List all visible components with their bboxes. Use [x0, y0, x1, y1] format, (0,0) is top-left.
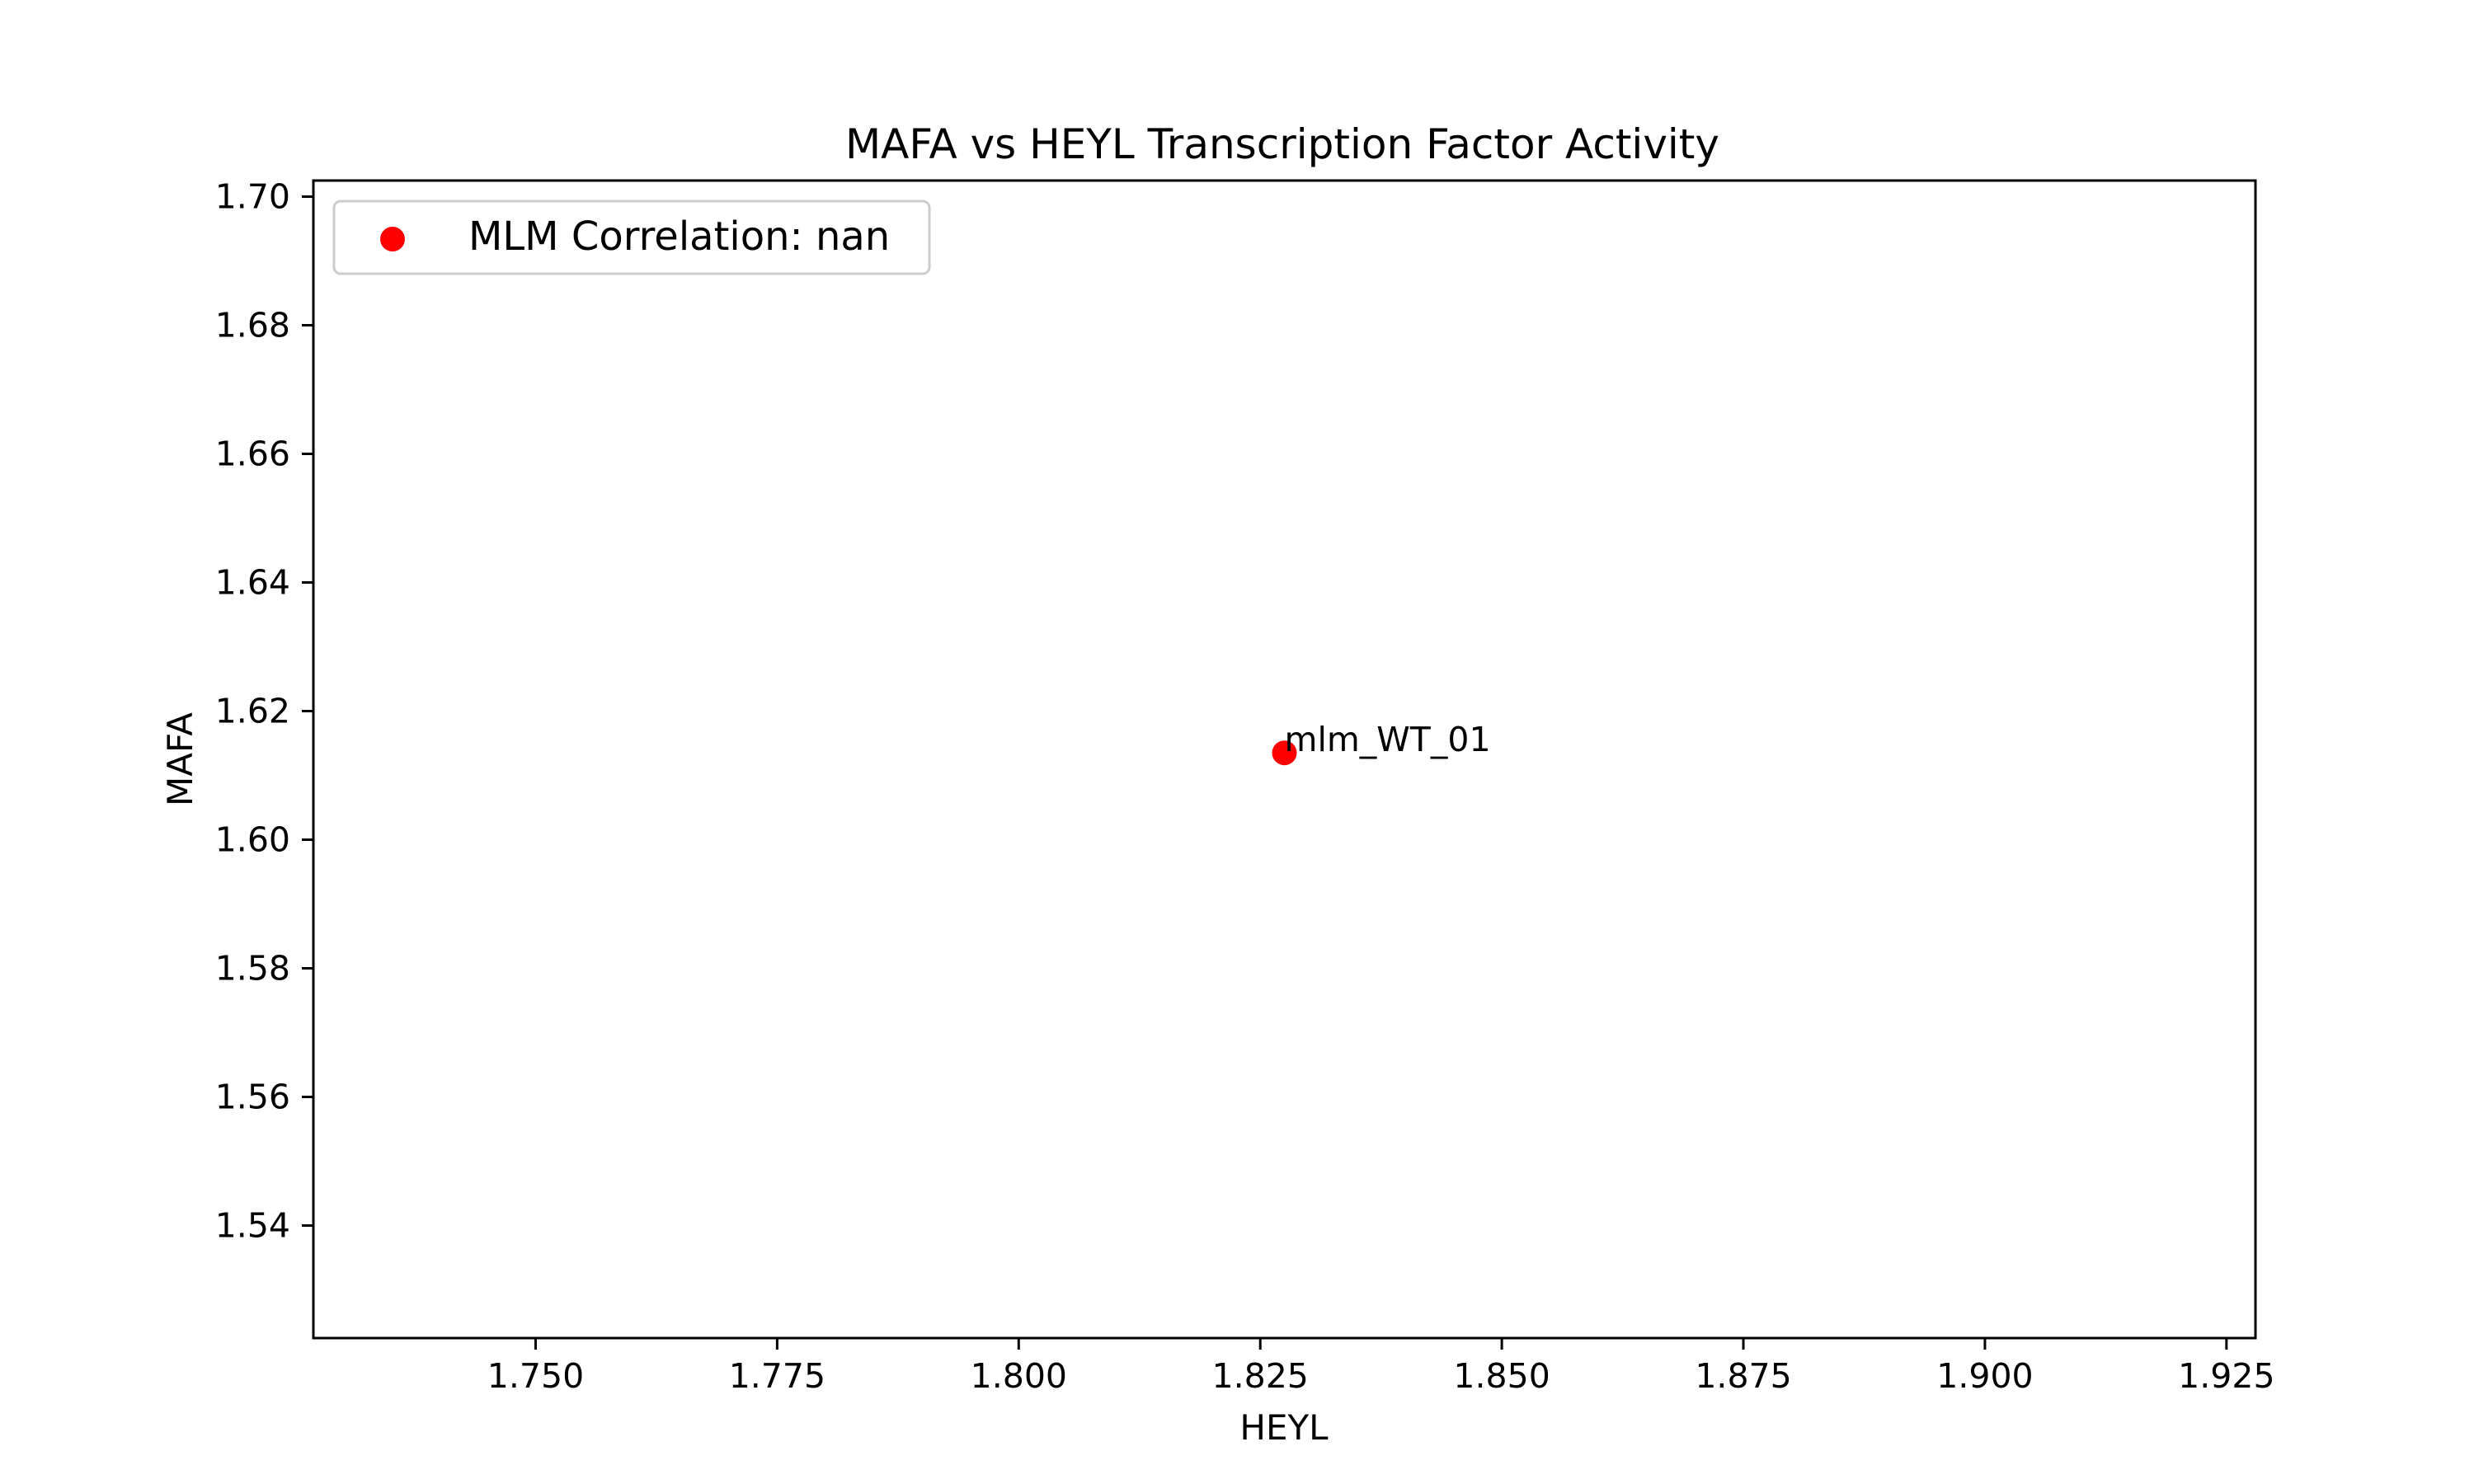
y-axis-ticks: 1.54 1.56 1.58 1.60 1.62 1.64 1.66 1.68 1.70 — [215, 177, 313, 1246]
y-axis-label: MAFA — [160, 712, 200, 806]
data-points: mlm_WT_01 — [1272, 720, 1491, 766]
plot-area-frame — [312, 179, 2257, 1340]
x-tick-label: 1.925 — [2178, 1356, 2274, 1396]
x-tick-label: 1.800 — [971, 1356, 1067, 1396]
y-tick-label: 1.54 — [215, 1206, 290, 1246]
data-point-label: mlm_WT_01 — [1285, 720, 1491, 759]
y-tick-label: 1.58 — [215, 949, 290, 989]
y-tick-label: 1.56 — [215, 1078, 290, 1117]
x-tick-label: 1.850 — [1453, 1356, 1550, 1396]
x-tick-label: 1.775 — [729, 1356, 825, 1396]
x-axis-ticks: 1.750 1.775 1.800 1.825 1.850 1.875 1.900 1.925 — [487, 1338, 2275, 1396]
y-tick-label: 1.62 — [215, 692, 290, 731]
legend-marker — [380, 227, 405, 251]
legend: MLM Correlation: nan — [332, 200, 931, 275]
x-tick-label: 1.750 — [487, 1356, 584, 1396]
x-tick-label: 1.875 — [1695, 1356, 1791, 1396]
x-axis-label: HEYL — [1239, 1407, 1329, 1448]
y-tick-label: 1.66 — [215, 434, 290, 474]
y-tick-label: 1.70 — [215, 177, 290, 217]
data-point — [1272, 740, 1297, 766]
legend-entry-label: MLM Correlation: nan — [468, 214, 890, 260]
y-tick-label: 1.68 — [215, 306, 290, 345]
y-tick-label: 1.60 — [215, 820, 290, 860]
x-tick-label: 1.825 — [1212, 1356, 1309, 1396]
legend-box — [332, 200, 931, 275]
y-tick-label: 1.64 — [215, 563, 290, 603]
x-tick-label: 1.900 — [1936, 1356, 2033, 1396]
chart-title: MAFA vs HEYL Transcription Factor Activi… — [845, 120, 1719, 168]
